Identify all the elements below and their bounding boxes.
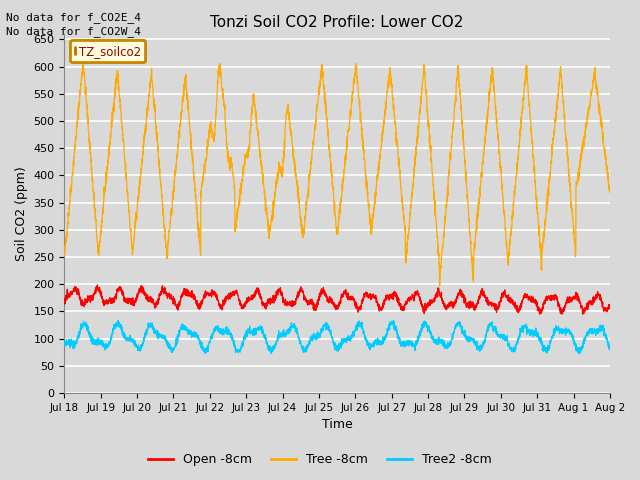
Title: Tonzi Soil CO2 Profile: Lower CO2: Tonzi Soil CO2 Profile: Lower CO2: [211, 15, 464, 30]
Legend: Open -8cm, Tree -8cm, Tree2 -8cm: Open -8cm, Tree -8cm, Tree2 -8cm: [143, 448, 497, 471]
Text: No data for f_CO2E_4: No data for f_CO2E_4: [6, 12, 141, 23]
Legend: TZ_soilco2: TZ_soilco2: [70, 40, 145, 62]
Text: No data for f_CO2W_4: No data for f_CO2W_4: [6, 26, 141, 37]
Y-axis label: Soil CO2 (ppm): Soil CO2 (ppm): [15, 166, 28, 261]
X-axis label: Time: Time: [322, 419, 353, 432]
